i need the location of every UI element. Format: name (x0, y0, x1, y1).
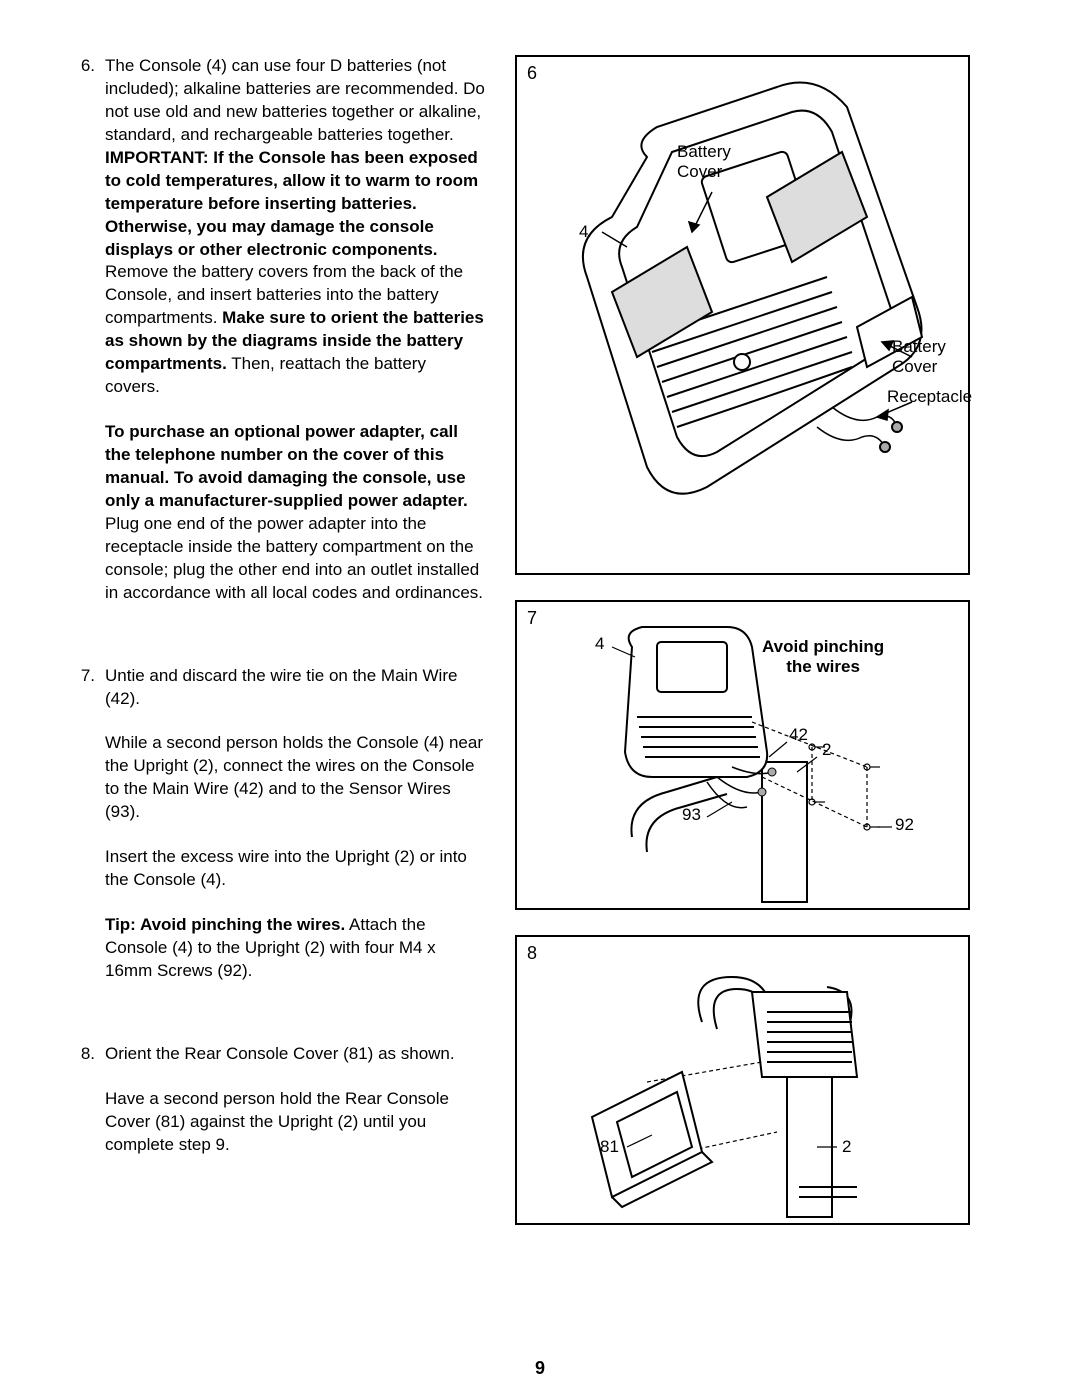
step-7: 7. Untie and discard the wire tie on the… (75, 665, 485, 983)
label-92: 92 (895, 815, 914, 835)
label-93: 93 (682, 805, 701, 825)
step8-para1: Orient the Rear Console Cover (81) as sh… (105, 1043, 485, 1066)
text: The Console (4) can use four D batteries… (105, 56, 485, 144)
rear-cover-diagram-icon (517, 937, 968, 1223)
figure-6: 6 (515, 55, 970, 575)
step-body: Untie and discard the wire tie on the Ma… (105, 665, 485, 983)
label-4: 4 (579, 222, 588, 242)
console-diagram-icon (517, 57, 968, 573)
text-bold: Tip: Avoid pinching the wires. (105, 915, 345, 934)
label-2: 2 (842, 1137, 851, 1157)
figure-column: 6 (515, 55, 970, 1225)
text-bold: To purchase an optional power adapter, c… (105, 422, 468, 510)
step7-para3: Insert the excess wire into the Upright … (105, 846, 485, 892)
step-6: 6. The Console (4) can use four D batter… (75, 55, 485, 605)
label-4: 4 (595, 634, 604, 654)
step-body: Orient the Rear Console Cover (81) as sh… (105, 1043, 485, 1157)
label-receptacle: Receptacle (887, 387, 972, 407)
label-battery-cover: Battery Cover (677, 142, 731, 183)
figure-8: 8 (515, 935, 970, 1225)
figure-7: 7 (515, 600, 970, 910)
step7-para1: Untie and discard the wire tie on the Ma… (105, 665, 485, 711)
step8-para2: Have a second person hold the Rear Conso… (105, 1088, 485, 1157)
step7-para2: While a second person holds the Console … (105, 732, 485, 824)
step-number: 6. (75, 55, 105, 605)
page-layout: 6. The Console (4) can use four D batter… (75, 55, 1005, 1225)
step7-para4: Tip: Avoid pinching the wires. Attach th… (105, 914, 485, 983)
text-column: 6. The Console (4) can use four D batter… (75, 55, 485, 1225)
label-81: 81 (600, 1137, 619, 1157)
label-42: 42 (789, 725, 808, 745)
label-battery-cover-right: Battery Cover (892, 337, 946, 378)
text-bold: IMPORTANT: If the Console has been expos… (105, 148, 478, 259)
step-number: 8. (75, 1043, 105, 1157)
step-8: 8. Orient the Rear Console Cover (81) as… (75, 1043, 485, 1157)
page-number: 9 (0, 1358, 1080, 1379)
step6-para2: To purchase an optional power adapter, c… (105, 421, 485, 605)
step6-para1: The Console (4) can use four D batteries… (105, 55, 485, 399)
label-avoid-pinching: Avoid pinching the wires (762, 637, 884, 678)
step-body: The Console (4) can use four D batteries… (105, 55, 485, 605)
console-wiring-diagram-icon (517, 602, 968, 908)
label-2: 2 (822, 740, 831, 760)
step-number: 7. (75, 665, 105, 983)
text: Plug one end of the power adapter into t… (105, 514, 483, 602)
